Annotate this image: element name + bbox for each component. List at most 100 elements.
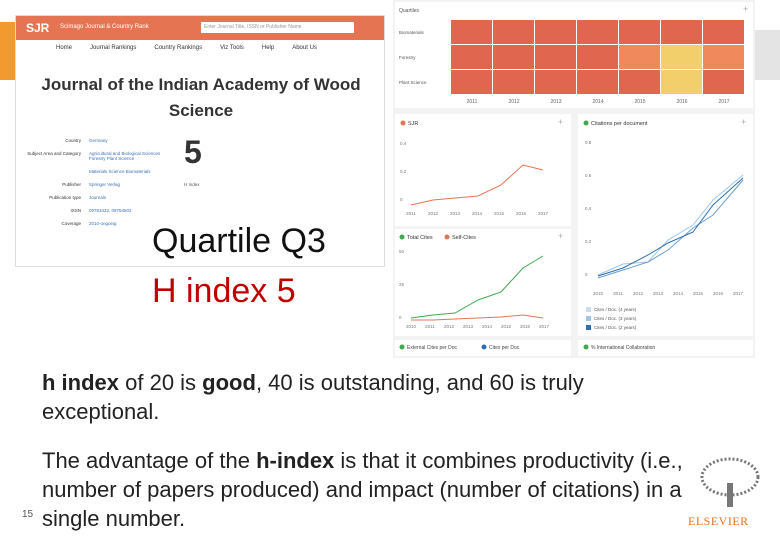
x-tick-label: 2017 <box>733 291 744 296</box>
chart-title: Citations per document <box>591 121 648 127</box>
svg-text:+: + <box>558 117 563 127</box>
row-label: Biomaterials <box>399 30 425 35</box>
heat-cell <box>703 70 744 94</box>
logo-tree <box>695 455 765 510</box>
x-tick-label: 2013 <box>450 211 461 216</box>
h-index-value: 5 <box>184 134 202 170</box>
y-tick-label: 25 <box>399 282 405 287</box>
legend-label: Cites / Doc. (4 years) <box>594 307 637 312</box>
year-label: 2015 <box>634 99 645 105</box>
field-value: Agricultural and Biological Sciences For… <box>89 151 161 161</box>
legend-dot <box>583 344 589 350</box>
h-index-overlay: H index 5 <box>152 272 296 310</box>
y-tick-label: 0.6 <box>585 173 592 178</box>
paragraph: h index of 20 is good, 40 is outstanding… <box>42 368 692 426</box>
nav-item: Home <box>56 45 73 51</box>
quartile-overlay: Quartile Q3 <box>152 222 326 260</box>
field-row: Coverage 2010-ongoing <box>21 221 191 226</box>
y-tick-label: 0.2 <box>400 169 407 174</box>
field-value: Journals <box>89 195 107 200</box>
field-value: Materials Science Biomaterials <box>89 169 151 174</box>
heat-cell <box>703 20 744 44</box>
field-label: Subject Area and Category <box>27 151 81 156</box>
y-tick-label: 0 <box>399 315 402 320</box>
h-index-label: H Index <box>184 182 200 187</box>
text-run: The advantage of the <box>42 448 257 473</box>
field-value: 09763422, 09754502 <box>89 208 132 213</box>
nav-item: Journal Rankings <box>90 45 137 51</box>
x-tick-label: 2016 <box>713 291 724 296</box>
year-label: 2017 <box>718 99 729 105</box>
field-value: Germany <box>89 138 108 143</box>
y-tick-label: 0 <box>585 272 588 277</box>
x-tick-label: 2017 <box>538 211 549 216</box>
nav-item: Help <box>261 45 275 51</box>
heat-cell <box>493 45 534 69</box>
nav-item: About Us <box>292 45 317 51</box>
field-row: Publisher Springer Verlag <box>21 182 191 187</box>
x-tick-label: 2012 <box>444 324 455 329</box>
legend-dot <box>400 120 406 126</box>
heat-cell <box>451 70 492 94</box>
x-tick-label: 2016 <box>520 324 531 329</box>
text-run: h-index <box>256 448 335 473</box>
legend-label: Cites / Doc. (2 years) <box>594 325 637 330</box>
x-tick-label: 2016 <box>516 211 527 216</box>
heat-cell <box>493 20 534 44</box>
chart-title: SJR <box>408 121 418 127</box>
field-label <box>21 169 89 174</box>
heat-cell <box>619 45 660 69</box>
sjr-charts: + + + + Quartiles Biomaterials Forestry Pla… <box>393 0 755 358</box>
row-label: Plant Science <box>399 80 427 85</box>
heat-cell <box>577 20 618 44</box>
heat-cell <box>661 45 702 69</box>
x-tick-label: 2015 <box>501 324 512 329</box>
field-row: Publication type Journals <box>21 195 191 200</box>
sjr-logo: SJR <box>26 21 50 35</box>
field-row: ISSN 09763422, 09754502 <box>21 208 191 213</box>
legend-swatch <box>586 325 591 330</box>
heat-cell <box>577 70 618 94</box>
y-tick-label: 50 <box>399 249 405 254</box>
heat-cell <box>535 45 576 69</box>
nav-item: Viz Tools <box>220 45 244 51</box>
legend-dot <box>399 234 405 240</box>
row-label: Forestry <box>399 55 416 60</box>
legend-swatch <box>586 316 591 321</box>
field-row: Materials Science Biomaterials <box>21 169 191 174</box>
heat-cell <box>703 45 744 69</box>
y-tick-label: 0.4 <box>400 141 407 146</box>
x-tick-label: 2011 <box>425 324 435 329</box>
nav-item: Country Rankings <box>154 45 203 51</box>
paragraph: The advantage of the h-index is that it … <box>42 446 692 533</box>
fields: Country Germany Subject Area and Category A… <box>21 138 191 234</box>
x-tick-label: 2015 <box>494 211 505 216</box>
heat-cell <box>535 20 576 44</box>
field-label: Publisher <box>62 182 81 187</box>
y-tick-label: 0.4 <box>585 206 592 211</box>
heat-cell <box>577 45 618 69</box>
y-tick-label: 0.8 <box>585 140 592 145</box>
x-tick-label: 2011 <box>613 291 623 296</box>
field-row: Country Germany <box>21 138 191 143</box>
legend-label: Cites / Doc. (3 years) <box>594 316 637 321</box>
tab-label: % International Collaboration <box>591 345 655 351</box>
year-label: 2014 <box>592 99 603 105</box>
legend-dot <box>444 234 450 240</box>
year-label: 2013 <box>550 99 561 105</box>
accent-bar <box>755 30 780 80</box>
heat-cell <box>619 20 660 44</box>
y-tick-label: 0.2 <box>585 239 592 244</box>
x-tick-label: 2014 <box>472 211 483 216</box>
field-label: Coverage <box>61 221 81 226</box>
field-label: Country <box>65 138 81 143</box>
x-tick-label: 2012 <box>428 211 439 216</box>
field-label: ISSN <box>70 208 81 213</box>
legend-swatch <box>586 307 591 312</box>
heat-cell <box>451 45 492 69</box>
accent-bar <box>0 22 15 80</box>
heat-cell <box>493 70 534 94</box>
sjr-screenshot: SJR Scimago Journal & Country Rank Enter… <box>15 15 385 267</box>
x-tick-label: 2012 <box>633 291 644 296</box>
